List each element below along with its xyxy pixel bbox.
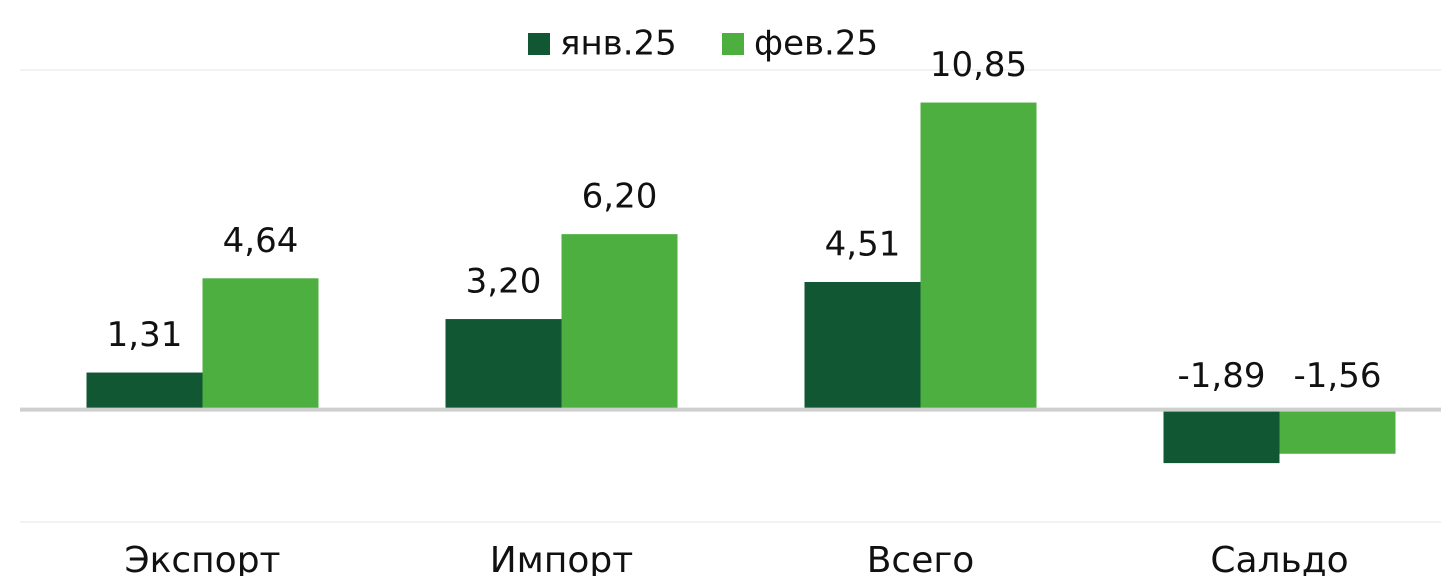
value-label: 4,64 bbox=[223, 221, 299, 261]
bar bbox=[561, 234, 678, 410]
value-label: 6,20 bbox=[582, 177, 658, 217]
legend-swatch bbox=[528, 33, 550, 55]
value-label: 4,51 bbox=[825, 224, 901, 264]
value-label: -1,89 bbox=[1178, 356, 1266, 396]
legend-label: янв.25 bbox=[560, 24, 677, 64]
x-tick-label: Сальдо bbox=[1210, 540, 1348, 576]
value-label: -1,56 bbox=[1294, 356, 1382, 396]
legend-swatch bbox=[722, 33, 744, 55]
bar bbox=[804, 281, 921, 410]
bar bbox=[86, 372, 203, 410]
x-tick-label: Экспорт bbox=[124, 540, 280, 576]
value-label: 10,85 bbox=[930, 45, 1027, 85]
bar bbox=[202, 278, 319, 410]
value-label: 1,31 bbox=[107, 315, 183, 355]
value-label: 3,20 bbox=[466, 262, 542, 302]
x-tick-label: Всего bbox=[867, 540, 975, 576]
x-tick-label: Импорт bbox=[490, 540, 633, 576]
bar bbox=[1279, 409, 1396, 454]
bar bbox=[1163, 409, 1280, 464]
legend-label: фев.25 bbox=[754, 24, 878, 64]
bar bbox=[445, 319, 562, 410]
bar bbox=[920, 102, 1037, 410]
